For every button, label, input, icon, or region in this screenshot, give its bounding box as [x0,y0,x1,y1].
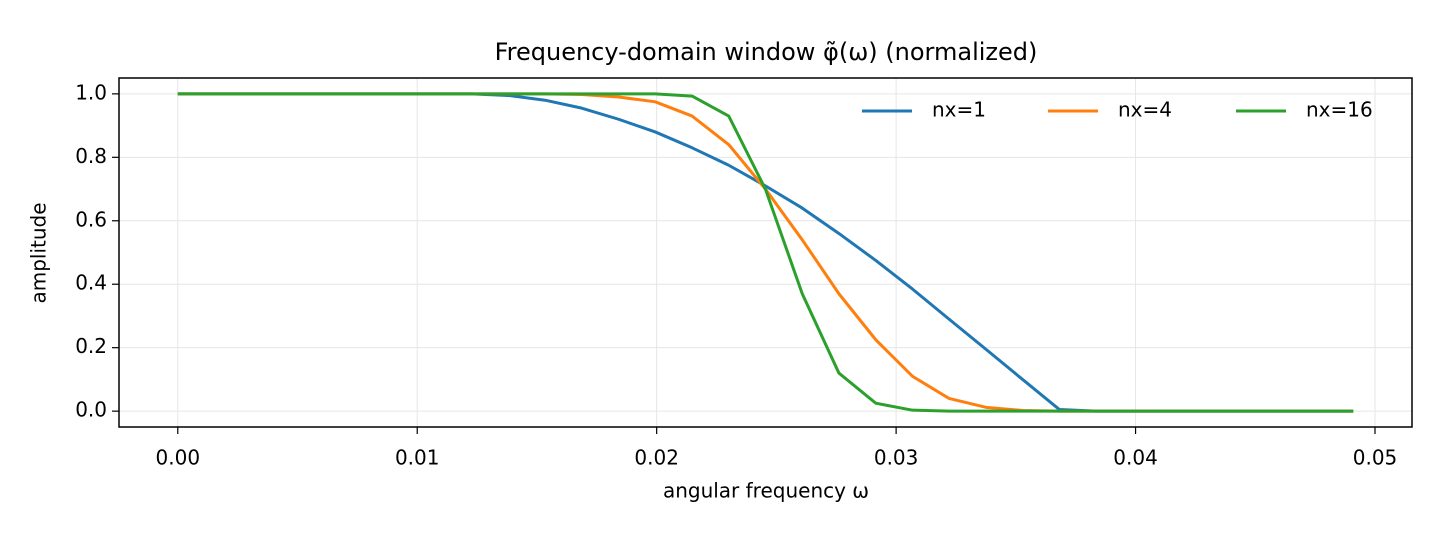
x-axis-label: angular frequency ω [663,479,869,503]
x-tick-label: 0.00 [156,446,201,470]
series-line [177,92,1354,413]
x-tick-label: 0.03 [874,446,919,470]
y-tick-label: 0.2 [75,334,107,358]
x-tick-label: 0.04 [1113,446,1158,470]
plot-frame [118,77,1413,428]
legend-label: nx=4 [1118,98,1172,122]
y-tick-label: 0.6 [75,207,107,231]
legend-label: nx=16 [1306,98,1373,122]
legend-label: nx=1 [932,98,986,122]
x-tick-label: 0.01 [395,446,440,470]
chart-title: Frequency-domain window φ̃(ω) (normalize… [495,38,1038,66]
y-tick-label: 0.8 [75,144,107,168]
x-tick-label: 0.02 [634,446,679,470]
y-axis-label: amplitude [27,202,51,303]
series-line [177,92,1354,413]
y-tick-label: 0.0 [75,398,107,422]
y-tick-label: 1.0 [75,80,107,104]
series-line [177,92,1354,413]
y-tick-label: 0.4 [75,271,107,295]
x-tick-label: 0.05 [1353,446,1398,470]
